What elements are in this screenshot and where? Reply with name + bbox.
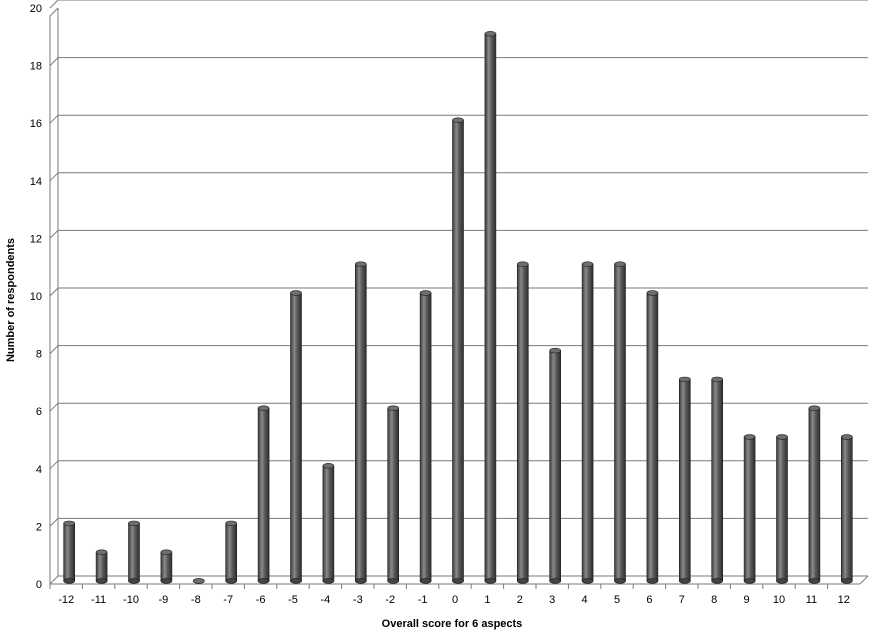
gridline-side [49,575,59,585]
bar [419,290,432,584]
bar [128,520,140,584]
y-tick-label: 14 [30,176,42,188]
y-tick-labels: 0 2 4 6 8 10 12 14 16 18 20 [30,3,42,591]
x-tick-label: 9 [744,594,750,606]
y-tick-label: 20 [30,3,42,15]
bar [808,405,821,584]
y-tick-label: 8 [36,349,42,361]
bar [614,261,626,584]
bar [484,31,497,584]
x-tick-label: -12 [58,594,74,606]
bar [225,520,237,584]
bar [63,520,76,584]
x-tick-label: 11 [806,594,817,606]
y-tick-label: 2 [36,521,42,533]
x-tick-label: -11 [91,594,106,606]
x-tick-label: 7 [679,594,685,606]
bar [387,405,400,584]
floor-edge [859,575,869,585]
gridline-side [49,114,59,124]
y-tick-label: 10 [30,291,42,303]
gridline-side [49,402,59,412]
x-tick-label: -7 [223,594,233,606]
x-tick-label: 1 [484,594,490,606]
x-tick-label: 2 [517,594,523,606]
bars [63,31,853,584]
x-tick-label: 3 [549,594,555,606]
gridline-side [49,0,59,9]
axes [49,7,869,585]
y-tick-label: 18 [30,61,42,73]
x-tick-label: 6 [646,594,652,606]
x-tick-label: -4 [321,594,331,606]
gridline-side [49,172,59,182]
bar [776,434,788,584]
bar [678,376,691,584]
gridline-side [49,345,59,354]
gridline-side [49,460,59,470]
x-tick-label: -6 [256,594,266,606]
bar [549,347,562,584]
bar [257,405,270,584]
x-tick-label: 8 [711,594,717,606]
bar [581,261,594,584]
x-tick-label: 4 [582,594,588,606]
bar [516,261,529,584]
gridline-side [49,518,59,527]
bar [452,117,464,584]
bar [290,290,302,584]
x-tick-label: 0 [452,594,458,606]
y-tick-label: 12 [30,233,42,245]
x-tick-label: -1 [418,594,428,606]
x-tick-label: -10 [123,594,139,606]
x-tick-label: 10 [773,594,785,606]
x-axis-title: Overall score for 6 aspects [382,618,523,630]
bar [95,549,108,584]
x-tick-label: -5 [288,594,298,606]
x-tick-label: 5 [614,594,620,606]
bar [840,434,853,584]
y-tick-label: 4 [36,464,42,476]
bar [354,261,367,584]
x-tick-labels: -12 -11 -10 -9 -8 -7 -6 -5 -4 -3 -2 -1 0 1 2 3 4 5 6 7 8 9 10 1… [49,584,850,606]
bar [646,290,659,584]
x-tick-label: -9 [159,594,169,606]
bar [743,434,756,584]
x-tick-label: 12 [838,594,850,606]
x-tick-label: -2 [385,594,395,606]
bar [711,376,724,584]
y-axis-title: Number of respondents [5,238,17,362]
x-tick-label: -8 [191,594,201,606]
bar [160,549,173,584]
bar [322,463,335,584]
gridline-side [49,57,59,66]
y-tick-label: 6 [36,406,42,418]
y-tick-label: 16 [30,118,42,130]
gridline-side [49,230,59,239]
gridline-side [49,287,59,297]
x-tick-label: -3 [353,594,363,606]
bar [193,578,205,584]
y-tick-label: 0 [36,579,42,591]
wall-top-edge [49,7,59,17]
